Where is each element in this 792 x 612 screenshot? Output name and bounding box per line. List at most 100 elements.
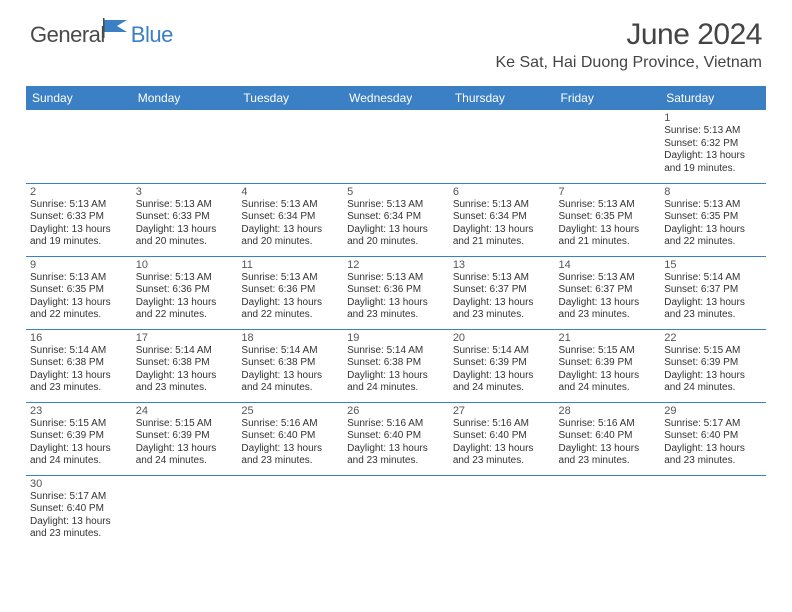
calendar-cell: 9Sunrise: 5:13 AMSunset: 6:35 PMDaylight… [26,256,132,329]
calendar-cell: 7Sunrise: 5:13 AMSunset: 6:35 PMDaylight… [555,183,661,256]
day-info: Sunrise: 5:15 AMSunset: 6:39 PMDaylight:… [136,418,234,468]
calendar-cell: 19Sunrise: 5:14 AMSunset: 6:38 PMDayligh… [343,329,449,402]
day-info: Sunrise: 5:13 AMSunset: 6:33 PMDaylight:… [136,199,234,249]
day-info: Sunrise: 5:14 AMSunset: 6:37 PMDaylight:… [664,272,762,322]
calendar-head: SundayMondayTuesdayWednesdayThursdayFrid… [26,86,766,110]
calendar-cell: 5Sunrise: 5:13 AMSunset: 6:34 PMDaylight… [343,183,449,256]
day-info: Sunrise: 5:17 AMSunset: 6:40 PMDaylight:… [30,491,128,541]
day-info: Sunrise: 5:14 AMSunset: 6:38 PMDaylight:… [241,345,339,395]
calendar-cell: 29Sunrise: 5:17 AMSunset: 6:40 PMDayligh… [660,402,766,475]
day-info: Sunrise: 5:16 AMSunset: 6:40 PMDaylight:… [241,418,339,468]
day-info: Sunrise: 5:13 AMSunset: 6:35 PMDaylight:… [664,199,762,249]
day-number: 11 [241,259,339,271]
calendar-row: 9Sunrise: 5:13 AMSunset: 6:35 PMDaylight… [26,256,766,329]
day-number: 18 [241,332,339,344]
brand-logo: General Blue [30,18,173,51]
day-info: Sunrise: 5:14 AMSunset: 6:38 PMDaylight:… [30,345,128,395]
flag-icon [103,18,129,43]
day-number: 20 [453,332,551,344]
calendar-cell: 25Sunrise: 5:16 AMSunset: 6:40 PMDayligh… [237,402,343,475]
day-number: 14 [559,259,657,271]
day-number: 7 [559,186,657,198]
calendar-cell: 15Sunrise: 5:14 AMSunset: 6:37 PMDayligh… [660,256,766,329]
calendar-cell [449,475,555,548]
calendar-table: SundayMondayTuesdayWednesdayThursdayFrid… [26,86,766,548]
day-info: Sunrise: 5:16 AMSunset: 6:40 PMDaylight:… [559,418,657,468]
day-number: 24 [136,405,234,417]
calendar-cell: 27Sunrise: 5:16 AMSunset: 6:40 PMDayligh… [449,402,555,475]
calendar-cell [555,475,661,548]
day-number: 16 [30,332,128,344]
calendar-cell: 28Sunrise: 5:16 AMSunset: 6:40 PMDayligh… [555,402,661,475]
day-info: Sunrise: 5:13 AMSunset: 6:37 PMDaylight:… [453,272,551,322]
calendar-cell [343,110,449,183]
calendar-cell: 13Sunrise: 5:13 AMSunset: 6:37 PMDayligh… [449,256,555,329]
calendar-cell: 21Sunrise: 5:15 AMSunset: 6:39 PMDayligh… [555,329,661,402]
day-info: Sunrise: 5:16 AMSunset: 6:40 PMDaylight:… [347,418,445,468]
calendar-row: 1Sunrise: 5:13 AMSunset: 6:32 PMDaylight… [26,110,766,183]
day-number: 10 [136,259,234,271]
day-info: Sunrise: 5:17 AMSunset: 6:40 PMDaylight:… [664,418,762,468]
calendar-cell: 24Sunrise: 5:15 AMSunset: 6:39 PMDayligh… [132,402,238,475]
day-number: 26 [347,405,445,417]
day-header: Thursday [449,86,555,110]
day-number: 23 [30,405,128,417]
calendar-cell: 17Sunrise: 5:14 AMSunset: 6:38 PMDayligh… [132,329,238,402]
day-header: Sunday [26,86,132,110]
day-number: 8 [664,186,762,198]
day-info: Sunrise: 5:14 AMSunset: 6:38 PMDaylight:… [136,345,234,395]
calendar-cell: 16Sunrise: 5:14 AMSunset: 6:38 PMDayligh… [26,329,132,402]
calendar-cell [449,110,555,183]
day-info: Sunrise: 5:13 AMSunset: 6:34 PMDaylight:… [347,199,445,249]
day-info: Sunrise: 5:14 AMSunset: 6:39 PMDaylight:… [453,345,551,395]
calendar-cell: 22Sunrise: 5:15 AMSunset: 6:39 PMDayligh… [660,329,766,402]
calendar-cell: 4Sunrise: 5:13 AMSunset: 6:34 PMDaylight… [237,183,343,256]
day-number: 3 [136,186,234,198]
day-info: Sunrise: 5:15 AMSunset: 6:39 PMDaylight:… [559,345,657,395]
day-info: Sunrise: 5:13 AMSunset: 6:33 PMDaylight:… [30,199,128,249]
day-number: 30 [30,478,128,490]
calendar-cell: 6Sunrise: 5:13 AMSunset: 6:34 PMDaylight… [449,183,555,256]
calendar-row: 2Sunrise: 5:13 AMSunset: 6:33 PMDaylight… [26,183,766,256]
calendar-cell: 10Sunrise: 5:13 AMSunset: 6:36 PMDayligh… [132,256,238,329]
day-info: Sunrise: 5:13 AMSunset: 6:34 PMDaylight:… [241,199,339,249]
calendar-cell: 11Sunrise: 5:13 AMSunset: 6:36 PMDayligh… [237,256,343,329]
day-number: 4 [241,186,339,198]
title-block: June 2024 Ke Sat, Hai Duong Province, Vi… [495,18,762,72]
day-header-row: SundayMondayTuesdayWednesdayThursdayFrid… [26,86,766,110]
day-info: Sunrise: 5:16 AMSunset: 6:40 PMDaylight:… [453,418,551,468]
calendar-cell [555,110,661,183]
day-number: 17 [136,332,234,344]
day-number: 29 [664,405,762,417]
day-number: 25 [241,405,339,417]
day-number: 5 [347,186,445,198]
calendar-cell: 30Sunrise: 5:17 AMSunset: 6:40 PMDayligh… [26,475,132,548]
day-number: 28 [559,405,657,417]
day-info: Sunrise: 5:15 AMSunset: 6:39 PMDaylight:… [664,345,762,395]
calendar-cell: 23Sunrise: 5:15 AMSunset: 6:39 PMDayligh… [26,402,132,475]
day-number: 21 [559,332,657,344]
brand-text-2: Blue [131,22,173,48]
day-info: Sunrise: 5:13 AMSunset: 6:32 PMDaylight:… [664,125,762,175]
day-number: 13 [453,259,551,271]
calendar-row: 30Sunrise: 5:17 AMSunset: 6:40 PMDayligh… [26,475,766,548]
calendar-cell [26,110,132,183]
day-number: 19 [347,332,445,344]
calendar-cell: 1Sunrise: 5:13 AMSunset: 6:32 PMDaylight… [660,110,766,183]
calendar-row: 16Sunrise: 5:14 AMSunset: 6:38 PMDayligh… [26,329,766,402]
day-number: 9 [30,259,128,271]
day-number: 1 [664,112,762,124]
day-header: Wednesday [343,86,449,110]
calendar-cell: 18Sunrise: 5:14 AMSunset: 6:38 PMDayligh… [237,329,343,402]
day-number: 15 [664,259,762,271]
calendar-cell [660,475,766,548]
calendar-cell: 8Sunrise: 5:13 AMSunset: 6:35 PMDaylight… [660,183,766,256]
day-header: Friday [555,86,661,110]
calendar-row: 23 Sunrise: 5:15 AMSunset: 6:39 PMDayligh… [26,402,766,475]
location-text: Ke Sat, Hai Duong Province, Vietnam [495,54,762,72]
day-header: Saturday [660,86,766,110]
day-number: 2 [30,186,128,198]
day-info: Sunrise: 5:13 AMSunset: 6:36 PMDaylight:… [347,272,445,322]
day-info: Sunrise: 5:13 AMSunset: 6:36 PMDaylight:… [136,272,234,322]
calendar-cell: 14Sunrise: 5:13 AMSunset: 6:37 PMDayligh… [555,256,661,329]
